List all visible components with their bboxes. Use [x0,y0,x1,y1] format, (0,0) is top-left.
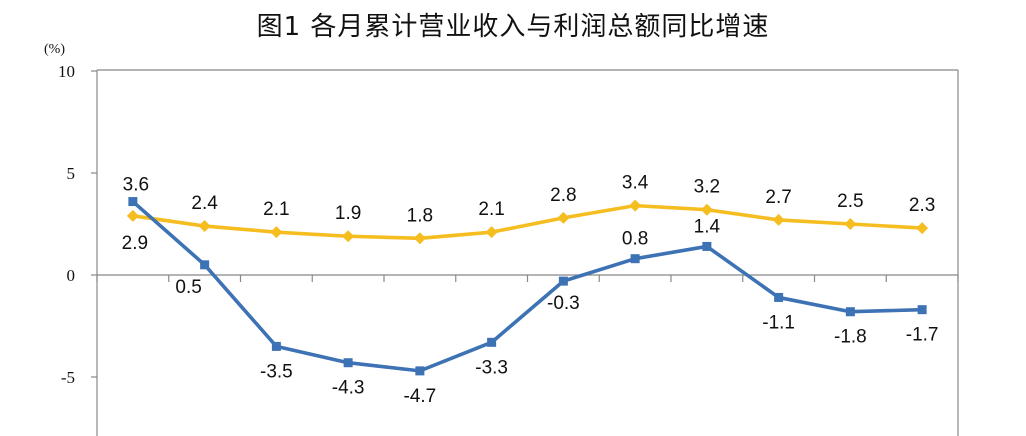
series-1-point [844,218,857,230]
series-1-point [629,199,642,212]
y-tick-label: -5 [61,368,75,387]
data-label-series-1: 1.9 [335,203,361,224]
data-label-series-1: 1.8 [407,205,433,226]
series-1-point [700,203,713,216]
data-label-series-2: 3.6 [123,175,149,196]
series-2-point [128,197,138,207]
data-label-series-1: 2.9 [122,233,148,254]
series-2-point [487,337,497,347]
series-1-point [126,209,139,222]
series-markers-layer [126,197,929,376]
y-tick-label: 5 [67,164,76,183]
data-label-series-2: 0.8 [622,229,648,250]
axes-layer: 10 5 0 -5 [58,62,959,436]
series-2-point [702,241,712,251]
data-label-series-2: -3.5 [260,361,293,382]
series-line-2 [131,200,923,373]
data-label-series-1: 2.3 [909,195,935,216]
data-label-series-1: 3.4 [622,173,649,194]
series-2-point [845,307,855,317]
chart-title: 图1 各月累计营业收入与利润总额同比增速 [256,12,770,42]
data-label-series-1: 2.1 [263,199,289,220]
y-tick-label: 0 [67,266,76,285]
series-1-point [342,230,355,243]
data-labels-layer: 2.9 2.4 2.1 1.9 1.8 2.1 2.8 3.4 3.2 2.7 2.5 2.3 3.6 0… [122,173,939,407]
data-label-series-1: 2.7 [765,187,791,208]
data-label-series-1: 2.1 [478,199,504,220]
series-1-point [916,222,929,235]
data-label-series-1: 3.2 [694,177,720,198]
series-1-point [270,226,283,239]
series-line-1 [132,203,923,241]
y-tick-label: 10 [58,62,75,81]
series-2-point [917,305,927,315]
data-label-series-2: -4.7 [404,386,437,407]
data-label-series-1: 2.5 [837,191,863,212]
data-label-series-2: 1.4 [694,216,721,237]
series-1-point [198,220,211,233]
series-2-point [200,260,210,270]
data-label-series-2: -1.7 [906,325,939,346]
data-label-series-2: -0.3 [547,293,580,314]
data-label-series-2: 0.5 [175,277,201,298]
data-label-series-2: -1.8 [834,327,867,348]
series-1-point [485,226,498,239]
series-1-point [413,232,426,245]
data-label-series-2: -4.3 [332,378,365,399]
data-label-series-1: 2.4 [191,193,218,214]
series-1-point [772,213,785,226]
data-label-series-2: -1.1 [762,312,795,333]
series-2-point [558,276,568,286]
series-1-point [557,211,570,224]
y-axis-unit-label: (%) [44,42,65,57]
series-2-point [415,366,425,376]
data-label-series-2: -3.3 [475,357,508,378]
series-lines-layer [131,200,923,373]
series-2-point [343,358,353,368]
series-2-point [271,341,281,351]
series-2-point [774,292,784,302]
data-label-series-1: 2.8 [550,185,576,206]
series-2-point [630,254,640,264]
